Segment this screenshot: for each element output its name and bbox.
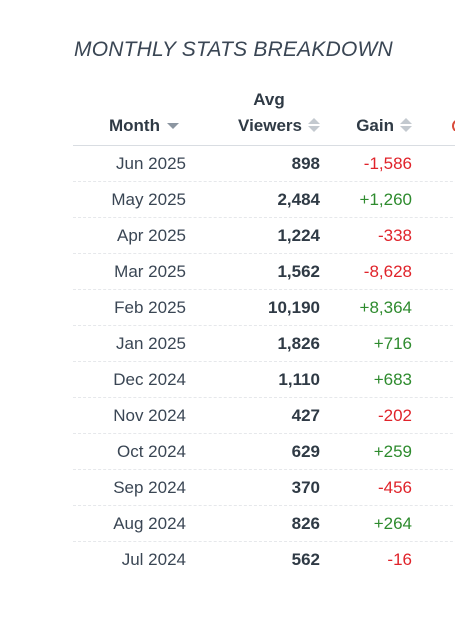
gain-cell: -202 xyxy=(377,406,412,425)
clipped-column-icon xyxy=(452,117,455,131)
month-cell: Oct 2024 xyxy=(117,442,186,461)
month-cell: May 2025 xyxy=(111,190,186,209)
avg-viewers-cell: 1,826 xyxy=(277,334,320,353)
gain-header-label: Gain xyxy=(356,116,394,135)
month-cell: Jun 2025 xyxy=(116,154,186,173)
sort-desc-icon xyxy=(166,122,179,129)
month-cell: Jan 2025 xyxy=(116,334,186,353)
gain-cell: +1,260 xyxy=(359,190,412,209)
avg-viewers-cell: 2,484 xyxy=(277,190,320,209)
table-row: Sep 2024 370 -456 xyxy=(73,470,455,506)
table-row: Mar 2025 1,562 -8,628 xyxy=(73,254,455,290)
month-column-header[interactable]: Month xyxy=(109,113,179,139)
table-body: Jun 2025 898 -1,586 May 2025 2,484 +1,260 Apr … xyxy=(73,146,455,577)
avg-viewers-cell: 370 xyxy=(291,478,320,497)
gain-cell: -1,586 xyxy=(363,154,412,173)
month-cell: Sep 2024 xyxy=(113,478,186,497)
gain-cell: -16 xyxy=(387,550,412,569)
gain-cell: +683 xyxy=(373,370,412,389)
gain-cell: -456 xyxy=(377,478,412,497)
avg-viewers-cell: 562 xyxy=(291,550,320,569)
table-row: May 2025 2,484 +1,260 xyxy=(73,182,455,218)
table-row: Feb 2025 10,190 +8,364 xyxy=(73,290,455,326)
month-cell: Feb 2025 xyxy=(114,298,186,317)
avg-viewers-cell: 826 xyxy=(291,514,320,533)
sort-icon xyxy=(308,117,320,132)
month-header-label: Month xyxy=(109,116,160,135)
table-row: Jan 2025 1,826 +716 xyxy=(73,326,455,362)
avg-viewers-cell: 629 xyxy=(291,442,320,461)
month-cell: Aug 2024 xyxy=(113,514,186,533)
month-cell: Jul 2024 xyxy=(121,550,186,569)
month-cell: Mar 2025 xyxy=(114,262,186,281)
table-row: Jul 2024 562 -16 xyxy=(73,542,455,577)
page-title: MONTHLY STATS BREAKDOWN xyxy=(74,38,393,61)
avg-viewers-cell: 898 xyxy=(291,154,320,173)
gain-cell: +8,364 xyxy=(359,298,412,317)
gain-cell: -8,628 xyxy=(363,262,412,281)
gain-cell: +259 xyxy=(373,442,412,461)
stats-table: Month Avg Viewers Gain Jun 2025 898 -1,586… xyxy=(73,84,455,577)
gain-cell: -338 xyxy=(377,226,412,245)
month-cell: Apr 2025 xyxy=(117,226,186,245)
gain-column-header[interactable]: Gain xyxy=(356,113,412,139)
table-row: Oct 2024 629 +259 xyxy=(73,434,455,470)
table-header: Month Avg Viewers Gain xyxy=(73,84,455,146)
avg-viewers-cell: 1,224 xyxy=(277,226,320,245)
avg-viewers-cell: 10,190 xyxy=(268,298,320,317)
avg-viewers-cell: 427 xyxy=(291,406,320,425)
month-cell: Nov 2024 xyxy=(113,406,186,425)
table-row: Dec 2024 1,110 +683 xyxy=(73,362,455,398)
gain-cell: +264 xyxy=(373,514,412,533)
table-row: Aug 2024 826 +264 xyxy=(73,506,455,542)
table-row: Apr 2025 1,224 -338 xyxy=(73,218,455,254)
table-row: Nov 2024 427 -202 xyxy=(73,398,455,434)
month-cell: Dec 2024 xyxy=(113,370,186,389)
gain-cell: +716 xyxy=(373,334,412,353)
avg-viewers-cell: 1,562 xyxy=(277,262,320,281)
avg-viewers-header-line2: Viewers xyxy=(238,116,302,135)
avg-viewers-column-header[interactable]: Avg Viewers xyxy=(238,87,320,139)
avg-viewers-cell: 1,110 xyxy=(278,370,320,389)
avg-viewers-header-line1: Avg xyxy=(253,90,285,109)
table-row: Jun 2025 898 -1,586 xyxy=(73,146,455,182)
sort-icon xyxy=(400,117,412,132)
